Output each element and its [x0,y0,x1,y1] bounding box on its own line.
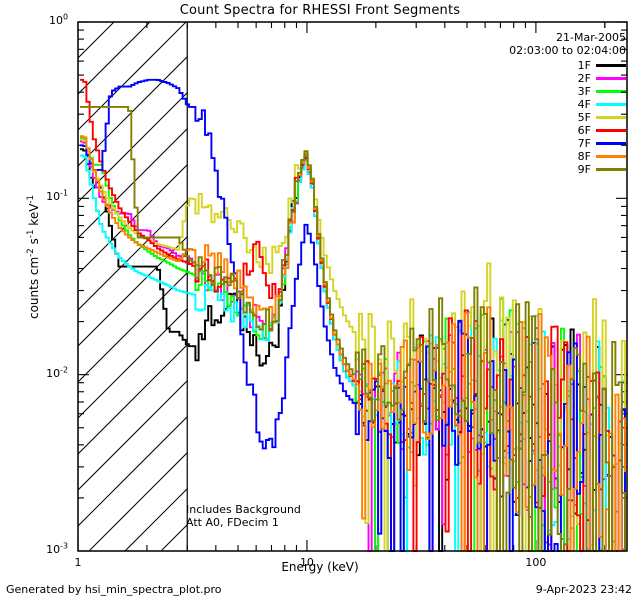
spectrum-line-1f [80,148,625,552]
x-tick-label: 1 [74,556,82,569]
spectrum-line-3f [80,137,625,552]
y-tick-mantissa: 10 [46,190,61,204]
hatch-line [78,22,151,95]
legend-entries: 1F 2F 3F 4F 5F 6F 7F 8F 9F [509,59,626,176]
annotation-line-1: Includes Background [186,503,301,516]
legend-entry-label: 9F [577,163,591,176]
hatch-line [78,236,188,347]
legend-color-swatch [596,90,626,93]
legend-color-swatch [596,155,626,158]
y-tick-label: 10-3 [30,541,68,556]
legend-entry-2f: 2F [509,72,626,85]
plot-frame-overlay [77,21,628,552]
legend-entry-label: 8F [577,150,591,163]
legend-entry-3f: 3F [509,85,626,98]
footer-generator: Generated by hsi_min_spectra_plot.pro [6,583,222,596]
y-tick-mantissa: 10 [48,14,63,27]
legend-entry-label: 3F [577,85,591,98]
legend-entry-label: 1F [577,59,591,72]
hatch-line [88,452,188,551]
legend-entry-label: 4F [577,98,591,111]
spectrum-line-2f [80,140,626,552]
legend-entry-5f: 5F [509,111,626,124]
legend-color-swatch [596,103,626,106]
legend-time-range: 02:03:00 to 02:04:00 [509,44,626,57]
spectrum-line-4f [80,154,626,552]
x-tick-label: 100 [525,556,547,569]
y-tick-exponent: -3 [60,541,68,551]
spectrum-line-8f [80,135,626,552]
hatch-line [78,416,188,527]
legend-entry-label: 5F [577,111,591,124]
y-tick-mantissa: 10 [46,366,61,380]
hatch-line [485,22,640,551]
legend-entry-6f: 6F [509,124,626,137]
y-tick-mantissa: 10 [46,543,61,556]
hatch-line [78,128,188,239]
legend-entry-label: 2F [577,72,591,85]
legend-date: 21-Mar-2005 [556,31,626,44]
legend-entry-8f: 8F [509,150,626,163]
x-tick-label: 10 [299,556,314,569]
hatch-line [78,164,188,275]
spectra-group [80,78,626,552]
legend-color-swatch [596,129,626,132]
legend-entry-label: 7F [577,137,591,150]
y-tick-exponent: -1 [60,188,68,198]
y-tick-label: 100 [30,12,68,27]
legend-entry-7f: 7F [509,137,626,150]
x-axis-title: Energy (keV) [281,560,359,574]
y-tick-exponent: 0 [62,12,68,22]
plot-annotation: Includes Background Att A0, FDecim 1 [186,503,301,529]
hatch-line [124,488,188,551]
hatch-line [629,22,640,551]
spectrum-line-7f [80,78,626,552]
annotation-line-2: Att A0, FDecim 1 [186,516,279,529]
footer-timestamp: 9-Apr-2023 23:42 [535,583,632,596]
legend-entry-9f: 9F [509,163,626,176]
y-tick-exponent: -2 [60,365,68,374]
legend-entry-1f: 1F [509,59,626,72]
hatch-line [78,92,188,203]
legend-color-swatch [596,116,626,119]
legend-color-swatch [596,142,626,145]
legend: 21-Mar-2005 02:03:00 to 02:04:00 1F 2F 3F 4… [509,31,626,176]
spectrum-line-6f [80,78,626,552]
legend-color-swatch [596,64,626,67]
hatch-line [78,380,188,491]
hatch-line [78,22,79,23]
y-tick-label: 10-2 [30,365,68,380]
legend-color-swatch [596,77,626,80]
hatch-line [78,200,188,311]
hatch-line [78,22,187,131]
hatch-line [78,56,188,167]
legend-entry-label: 6F [577,124,591,137]
y-tick-label: 10-1 [30,188,68,204]
spectrum-line-5f [80,138,626,552]
legend-entry-4f: 4F [509,98,626,111]
legend-color-swatch [596,168,626,171]
chart-title: Count Spectra for RHESSI Front Segments [179,3,461,18]
